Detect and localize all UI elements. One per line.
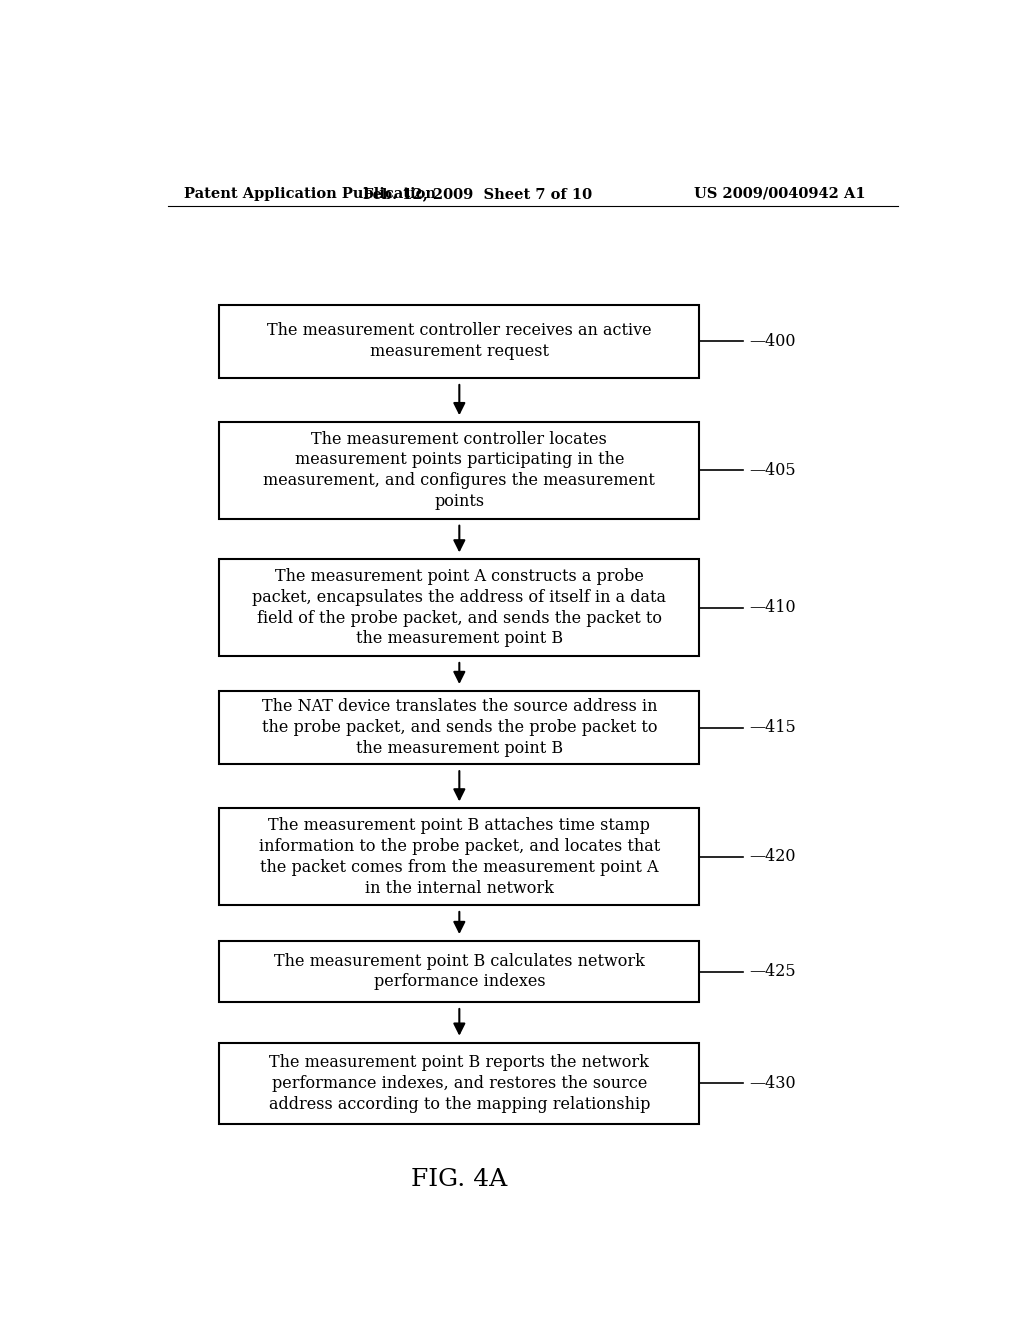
Text: FIG. 4A: FIG. 4A (412, 1168, 508, 1192)
Text: The measurement point B attaches time stamp
information to the probe packet, and: The measurement point B attaches time st… (259, 817, 659, 896)
Text: US 2009/0040942 A1: US 2009/0040942 A1 (694, 187, 866, 201)
Text: The measurement controller receives an active
measurement request: The measurement controller receives an a… (267, 322, 651, 360)
Bar (219, 422, 699, 519)
Text: The measurement point B calculates network
performance indexes: The measurement point B calculates netwo… (273, 953, 645, 990)
Text: —430: —430 (750, 1074, 796, 1092)
Text: The NAT device translates the source address in
the probe packet, and sends the : The NAT device translates the source add… (261, 698, 657, 756)
Text: —415: —415 (750, 719, 796, 737)
Text: —425: —425 (750, 964, 796, 979)
Text: The measurement point A constructs a probe
packet, encapsulates the address of i: The measurement point A constructs a pro… (252, 568, 667, 648)
Text: —410: —410 (750, 599, 796, 616)
Bar (219, 560, 699, 656)
Text: —400: —400 (750, 333, 796, 350)
Bar (219, 690, 699, 764)
Text: The measurement point B reports the network
performance indexes, and restores th: The measurement point B reports the netw… (268, 1053, 650, 1113)
Text: —405: —405 (750, 462, 796, 479)
Text: The measurement controller locates
measurement points participating in the
measu: The measurement controller locates measu… (263, 430, 655, 511)
Text: —420: —420 (750, 849, 796, 865)
Bar (219, 1043, 699, 1125)
Bar (219, 808, 699, 906)
Bar (219, 305, 699, 378)
Text: Patent Application Publication: Patent Application Publication (183, 187, 435, 201)
Text: Feb. 12, 2009  Sheet 7 of 10: Feb. 12, 2009 Sheet 7 of 10 (362, 187, 592, 201)
Bar (219, 941, 699, 1002)
